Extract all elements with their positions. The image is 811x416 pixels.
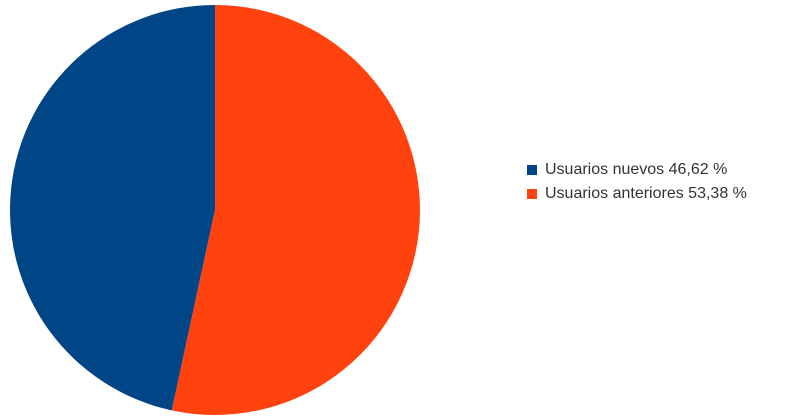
pie-slice-usuarios-nuevos xyxy=(10,5,216,411)
legend-label-usuarios-nuevos: Usuarios nuevos 46,62 % xyxy=(545,161,728,178)
legend-item-usuarios-nuevos: Usuarios nuevos 46,62 % xyxy=(527,158,807,182)
legend-label-usuarios-anteriores: Usuarios anteriores 53,38 % xyxy=(545,185,747,202)
legend-swatch-usuarios-nuevos xyxy=(527,165,537,175)
pie-slice-usuarios-anteriores xyxy=(171,5,420,415)
legend-swatch-usuarios-anteriores xyxy=(527,189,537,199)
pie-chart xyxy=(10,5,420,415)
legend: Usuarios nuevos 46,62 % Usuarios anterio… xyxy=(527,158,807,206)
legend-item-usuarios-anteriores: Usuarios anteriores 53,38 % xyxy=(527,182,807,206)
